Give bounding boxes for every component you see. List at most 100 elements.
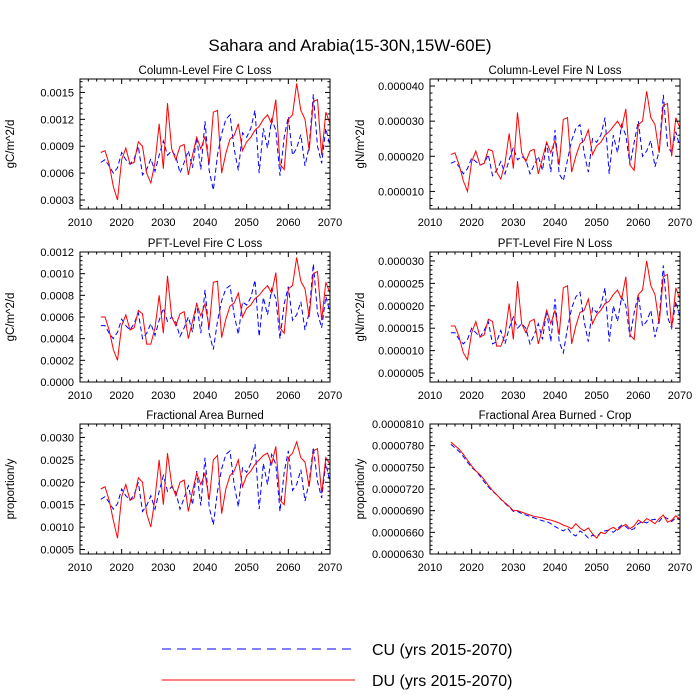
x-tick-label: 2030 bbox=[501, 562, 525, 574]
y-tick-label: 0.0004 bbox=[40, 334, 74, 346]
y-tick-label: 0.0000810 bbox=[372, 419, 424, 431]
x-tick-label: 2020 bbox=[459, 562, 483, 574]
panel-1: 2010 2020 2030 2040 2050 2060 2070 0.0003 0.0006… bbox=[5, 65, 342, 229]
x-tick-label: 2040 bbox=[193, 562, 217, 574]
y-tick-label: 0.0006 bbox=[40, 312, 74, 324]
x-tick-label: 2030 bbox=[151, 390, 175, 402]
panel-4: 2010 2020 2030 2040 2050 2060 2070 0.000005 0.00… bbox=[355, 238, 692, 402]
panel-6: 2010 2020 2030 2040 2050 2060 2070 0.0000630 0.0… bbox=[355, 410, 692, 574]
y-tick-label: 0.0012 bbox=[40, 114, 74, 126]
y-tick-label: 0.000025 bbox=[378, 278, 424, 290]
x-tick-label: 2040 bbox=[193, 217, 217, 229]
x-tick-label: 2050 bbox=[234, 390, 258, 402]
x-tick-label: 2030 bbox=[151, 562, 175, 574]
panel-title: Column-Level Fire N Loss bbox=[489, 65, 622, 77]
x-tick-label: 2050 bbox=[584, 562, 608, 574]
series-cu-line bbox=[100, 94, 330, 191]
y-tick-label: 0.0006 bbox=[40, 168, 74, 180]
y-tick-label: 0.0000720 bbox=[372, 484, 424, 496]
series-du-line bbox=[100, 83, 330, 201]
x-tick-label: 2020 bbox=[459, 390, 483, 402]
legend: CU (yrs 2015-2070) DU (yrs 2015-2070) bbox=[162, 642, 513, 690]
y-tick-label: 0.000030 bbox=[378, 256, 424, 268]
x-tick-label: 2020 bbox=[109, 562, 133, 574]
legend-cu-label: CU (yrs 2015-2070) bbox=[372, 642, 513, 659]
x-tick-label: 2060 bbox=[276, 217, 300, 229]
y-tick-label: 0.0000 bbox=[40, 377, 74, 389]
y-tick-label: 0.000020 bbox=[378, 301, 424, 313]
x-tick-label: 2070 bbox=[318, 217, 342, 229]
y-axis-label: gN/m^2/d bbox=[355, 120, 367, 169]
y-axis-label: proportion/y bbox=[5, 458, 17, 519]
y-axis-label: proportion/y bbox=[355, 458, 367, 519]
panel-2: 2010 2020 2030 2040 2050 2060 2070 0.000010 0.00… bbox=[355, 65, 692, 229]
x-tick-label: 2060 bbox=[276, 562, 300, 574]
y-tick-label: 0.0010 bbox=[40, 522, 74, 534]
x-tick-label: 2010 bbox=[68, 390, 92, 402]
y-tick-label: 0.0009 bbox=[40, 141, 74, 153]
y-tick-label: 0.0000750 bbox=[372, 462, 424, 474]
y-tick-label: 0.0002 bbox=[40, 355, 74, 367]
x-tick-label: 2050 bbox=[584, 390, 608, 402]
series-du-line bbox=[100, 257, 330, 361]
y-axis-label: gN/m^2/d bbox=[355, 293, 367, 342]
panel-title: Fractional Area Burned - Crop bbox=[479, 410, 632, 422]
x-tick-label: 2040 bbox=[543, 390, 567, 402]
y-tick-label: 0.000030 bbox=[378, 116, 424, 128]
y-tick-label: 0.000010 bbox=[378, 346, 424, 358]
series-du-line bbox=[100, 440, 330, 539]
x-tick-label: 2050 bbox=[584, 217, 608, 229]
x-tick-label: 2040 bbox=[193, 390, 217, 402]
x-tick-label: 2070 bbox=[318, 390, 342, 402]
series-cu-line bbox=[450, 443, 680, 539]
x-tick-label: 2070 bbox=[318, 562, 342, 574]
panel-title: Fractional Area Burned bbox=[146, 410, 264, 422]
y-axis-label: gC/m^2/d bbox=[5, 293, 17, 342]
series-du-line bbox=[450, 260, 680, 362]
legend-du-label: DU (yrs 2015-2070) bbox=[372, 673, 513, 690]
x-tick-label: 2020 bbox=[109, 217, 133, 229]
y-tick-label: 0.000010 bbox=[378, 186, 424, 198]
y-tick-label: 0.0020 bbox=[40, 477, 74, 489]
x-tick-label: 2020 bbox=[459, 217, 483, 229]
x-tick-label: 2070 bbox=[668, 562, 692, 574]
x-tick-label: 2030 bbox=[501, 390, 525, 402]
panel-5: 2010 2020 2030 2040 2050 2060 2070 0.0005 0.0010… bbox=[5, 410, 342, 574]
y-tick-label: 0.000005 bbox=[378, 368, 424, 380]
panel-title: PFT-Level Fire C Loss bbox=[148, 238, 263, 250]
x-tick-label: 2050 bbox=[234, 217, 258, 229]
x-tick-label: 2060 bbox=[626, 562, 650, 574]
y-tick-label: 0.0012 bbox=[40, 247, 74, 259]
x-tick-label: 2060 bbox=[276, 390, 300, 402]
y-tick-label: 0.0003 bbox=[40, 195, 74, 207]
panels-container: 2010 2020 2030 2040 2050 2060 2070 0.0003 0.0006… bbox=[5, 65, 692, 574]
y-tick-label: 0.0005 bbox=[40, 545, 74, 557]
x-tick-label: 2010 bbox=[68, 217, 92, 229]
y-tick-label: 0.0000690 bbox=[372, 506, 424, 518]
x-tick-label: 2010 bbox=[418, 217, 442, 229]
x-tick-label: 2070 bbox=[668, 390, 692, 402]
series-cu-line bbox=[450, 94, 680, 183]
x-tick-label: 2010 bbox=[68, 562, 92, 574]
y-tick-label: 0.000020 bbox=[378, 151, 424, 163]
panel-3: 2010 2020 2030 2040 2050 2060 2070 0.0000 0.0002… bbox=[5, 238, 342, 402]
x-tick-label: 2060 bbox=[626, 217, 650, 229]
x-tick-label: 2070 bbox=[668, 217, 692, 229]
x-tick-label: 2020 bbox=[109, 390, 133, 402]
y-axis-label: gC/m^2/d bbox=[5, 120, 17, 169]
series-du-line bbox=[450, 91, 680, 194]
panel-title: Column-Level Fire C Loss bbox=[139, 65, 272, 77]
x-tick-label: 2050 bbox=[234, 562, 258, 574]
series-du-line bbox=[450, 441, 680, 539]
y-tick-label: 0.0000780 bbox=[372, 441, 424, 453]
y-tick-label: 0.000015 bbox=[378, 323, 424, 335]
y-tick-label: 0.0015 bbox=[40, 500, 74, 512]
y-tick-label: 0.0000660 bbox=[372, 527, 424, 539]
series-cu-line bbox=[100, 444, 330, 525]
figure-title: Sahara and Arabia(15-30N,15W-60E) bbox=[208, 36, 491, 55]
x-tick-label: 2010 bbox=[418, 390, 442, 402]
x-tick-label: 2010 bbox=[418, 562, 442, 574]
y-tick-label: 0.0025 bbox=[40, 455, 74, 467]
